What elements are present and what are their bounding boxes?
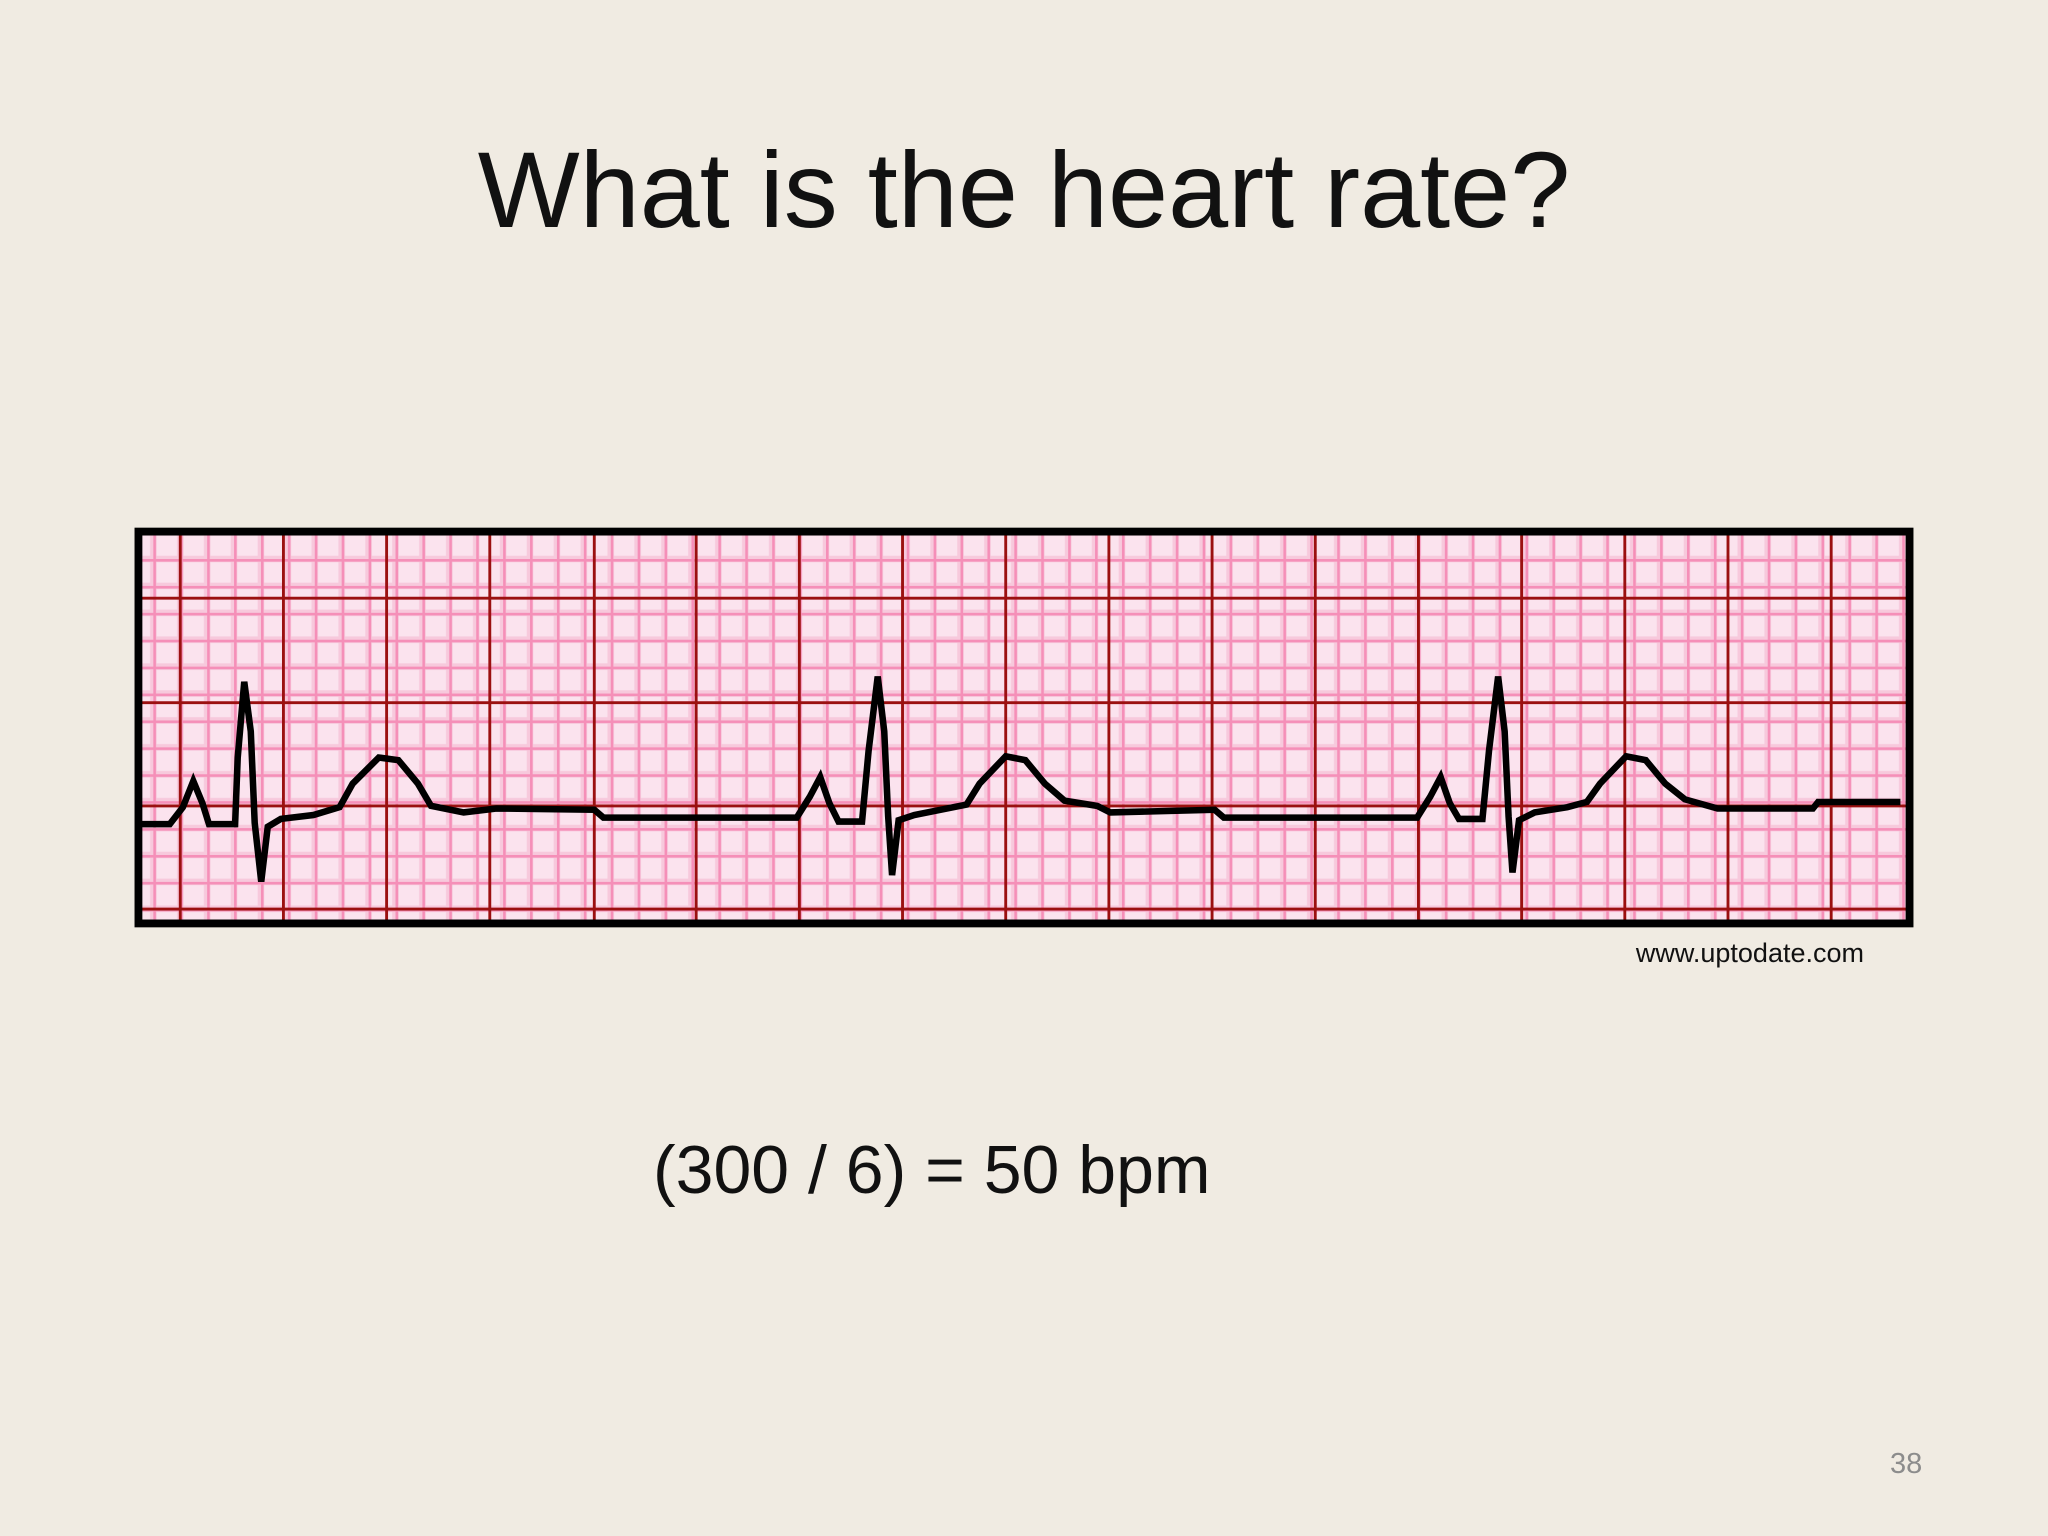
image-credit: www.uptodate.com xyxy=(1635,938,1864,968)
page-number: 38 xyxy=(1890,1448,1923,1480)
ecg-border xyxy=(134,527,1914,928)
ecg-grid xyxy=(138,531,1910,924)
ecg-trace xyxy=(141,676,1901,883)
slide-title: What is the heart rate? xyxy=(477,129,1571,250)
ecg-major-grid xyxy=(141,534,1907,921)
answer-text: (300 / 6) = 50 bpm xyxy=(653,1132,1211,1208)
